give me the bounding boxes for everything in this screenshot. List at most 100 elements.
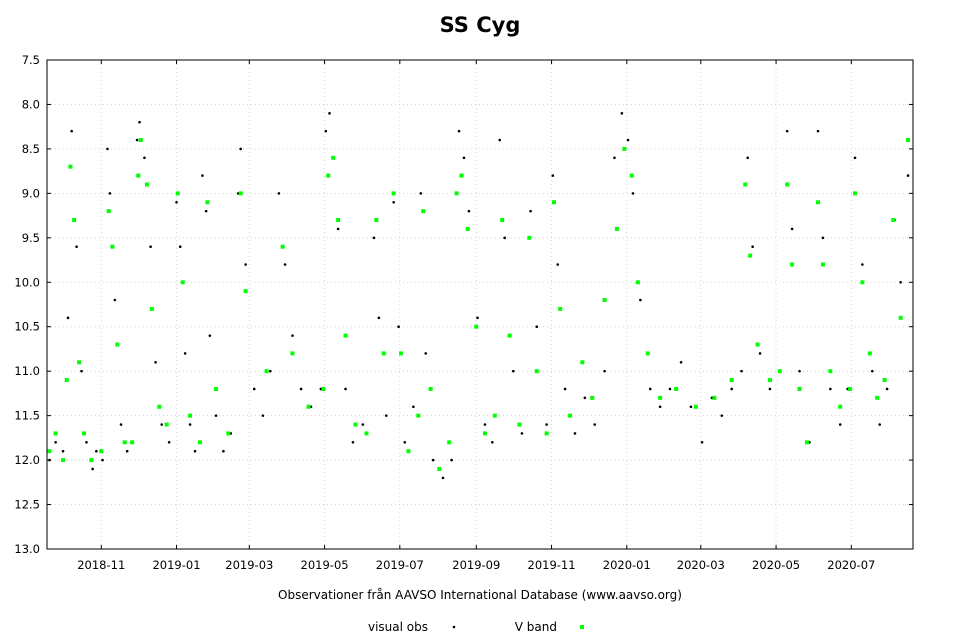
- vband-point: [602, 298, 607, 303]
- vband-point: [838, 404, 843, 409]
- vband-point: [106, 209, 111, 214]
- visual-obs-point: [403, 441, 407, 444]
- y-tick-label: 11.0: [14, 364, 40, 378]
- vband-point: [243, 289, 248, 294]
- visual-obs-point: [193, 449, 197, 453]
- visual-obs-point: [299, 387, 303, 391]
- vband-point: [614, 226, 619, 231]
- visual-obs-point: [768, 387, 772, 391]
- visual-obs-point: [885, 387, 889, 391]
- vband-point: [122, 440, 127, 445]
- visual-obs-point: [798, 369, 801, 373]
- vband-point: [658, 395, 663, 400]
- vband-point: [99, 449, 104, 454]
- visual-obs-point: [106, 147, 109, 151]
- vband-point: [568, 413, 573, 418]
- visual-obs-point: [244, 263, 247, 266]
- visual-obs-point: [54, 441, 57, 444]
- visual-obs-point: [556, 263, 560, 266]
- vband-point: [188, 413, 193, 418]
- vband-point: [53, 431, 58, 436]
- visual-obs-point: [277, 192, 281, 195]
- plot-frame: [46, 59, 914, 550]
- x-tick-label: 2019-07: [376, 558, 424, 572]
- visual-obs-point: [861, 263, 864, 266]
- y-tick-label: 12.0: [14, 453, 40, 467]
- visual-obs-point: [119, 423, 123, 426]
- visual-obs-point: [853, 156, 857, 160]
- visual-obs-point: [80, 369, 83, 373]
- vband-point: [635, 280, 640, 285]
- vband-point: [280, 244, 285, 249]
- x-tick-label: 2019-03: [225, 558, 273, 572]
- vband-point: [552, 200, 557, 205]
- vband-point: [326, 173, 331, 178]
- vband-point: [465, 226, 470, 231]
- visual-obs-point: [512, 369, 515, 373]
- vband-point: [748, 253, 753, 258]
- vband-point: [175, 191, 180, 196]
- y-tick-label: 9.5: [22, 231, 40, 245]
- visual-obs-point: [821, 236, 825, 240]
- vband-point: [381, 351, 386, 356]
- x-tick-label: 2020-05: [752, 558, 800, 572]
- x-axis-label: Observationer från AAVSO International D…: [278, 588, 682, 602]
- visual-obs-point: [222, 449, 225, 453]
- y-tick-label: 13.0: [14, 542, 40, 556]
- visual-obs-point: [328, 112, 331, 115]
- vband-point: [447, 440, 452, 445]
- x-tick-label: 2020-01: [603, 558, 651, 572]
- visual-obs-point: [603, 369, 606, 373]
- visual-obs-point: [61, 449, 65, 453]
- vband-point: [290, 351, 295, 356]
- vband-point: [331, 155, 336, 160]
- visual-obs-point: [372, 236, 376, 240]
- vband-point: [421, 209, 426, 214]
- visual-obs-point: [431, 458, 435, 462]
- vband-point: [164, 422, 169, 427]
- vband-point: [790, 262, 795, 267]
- legend-label-vband: V band: [515, 620, 557, 634]
- visual-obs-point: [668, 387, 672, 391]
- vband-point: [238, 191, 243, 196]
- visual-obs-point: [344, 387, 347, 391]
- vband-point: [527, 235, 532, 240]
- visual-obs-point: [261, 414, 265, 417]
- visual-obs-point: [291, 334, 294, 337]
- visual-obs-point: [183, 352, 187, 355]
- visual-obs-point: [639, 298, 642, 302]
- vband-point: [507, 333, 512, 338]
- visual-obs-point: [214, 414, 218, 417]
- visual-obs-point: [626, 138, 630, 142]
- vband-point: [391, 191, 396, 196]
- visual-obs-point: [491, 441, 494, 444]
- visual-obs-point: [573, 432, 577, 435]
- legend-marker-vband: [580, 625, 584, 629]
- visual-obs-point: [135, 138, 139, 142]
- visual-obs-point: [620, 112, 624, 115]
- legend: visual obs V band: [368, 620, 584, 634]
- vband-point: [205, 200, 210, 205]
- grid: [47, 59, 913, 550]
- y-axis: 7.5 8.0 8.5 9.0 9.5 10.0 10.5 11.0 11.5 12.0 12.5 1…: [14, 53, 913, 556]
- visual-obs-point: [746, 156, 749, 160]
- vband-point: [89, 458, 94, 463]
- visual-obs-point: [679, 360, 683, 364]
- visual-obs-point: [167, 441, 171, 444]
- x-tick-label: 2019-01: [152, 558, 200, 572]
- visual-obs-point: [201, 174, 204, 177]
- vband-point: [197, 440, 202, 445]
- vband-point: [492, 413, 497, 418]
- vband-point: [729, 378, 734, 383]
- vband-point: [64, 378, 69, 383]
- visual-obs-point: [613, 156, 616, 160]
- vband-point: [828, 369, 833, 374]
- vband-point: [804, 440, 809, 445]
- x-tick-label: 2018-11: [77, 558, 125, 572]
- vband-point: [306, 404, 311, 409]
- visual-obs-point: [424, 352, 428, 355]
- visual-obs-point: [239, 147, 242, 151]
- visual-obs-point: [149, 245, 152, 249]
- x-axis: 2018-11 2019-01 2019-03 2019-05 2019-07 2019-…: [77, 60, 875, 572]
- visual-obs-point: [108, 192, 112, 195]
